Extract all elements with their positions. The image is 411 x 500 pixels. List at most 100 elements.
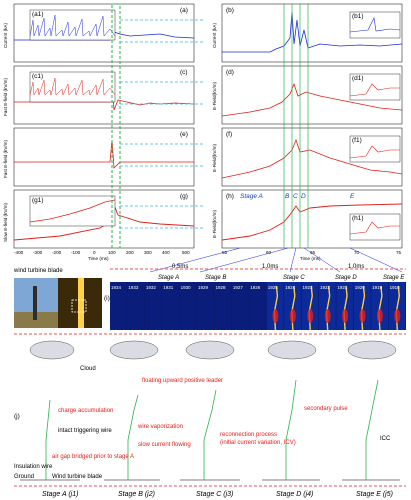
label-d1: (d1): [352, 75, 364, 82]
floating-leader: floating upward positive leader: [142, 378, 223, 384]
frame-number: 1918: [390, 285, 401, 290]
panel-h: (h1) (h) E-Field(kV/m): [212, 189, 403, 249]
label-i: (i): [104, 295, 110, 302]
reconnection-sub: (initial current variation, ICV): [220, 440, 296, 446]
label-j: (j): [14, 413, 20, 420]
photo-field: [14, 278, 102, 328]
frame-1932: [144, 282, 162, 330]
channel-core: [272, 309, 279, 323]
frame-number: 1932: [146, 285, 157, 290]
wire-vaporization: wire vaporization: [137, 424, 183, 430]
reconnection: reconnection process: [220, 432, 277, 438]
bottom-stage-labels: Stage A (j1) Stage B (j2) Stage C (j3) S…: [42, 491, 393, 498]
xtick-l4: 0: [93, 250, 96, 255]
frame-1926: [249, 282, 267, 330]
bottom-stage-b: Stage B (j2): [118, 491, 155, 498]
frame-1933: [127, 282, 145, 330]
xtick-l8: 400: [162, 250, 170, 255]
right-xaxis: 55 60 65 70 75 Time (ms): [222, 250, 402, 261]
label-f1: (f1): [352, 137, 362, 144]
label-a: (a): [180, 7, 188, 14]
clouds: Cloud: [29, 340, 397, 372]
photo-stage-e: Stage E: [383, 275, 405, 281]
ylabel-a: Current (kA): [3, 23, 8, 48]
frame-1928: [214, 282, 232, 330]
bottom-stage-e: Stage E (j5): [356, 491, 393, 498]
frame-1927: [231, 282, 249, 330]
xtick-r4: 75: [396, 250, 402, 255]
label-b1: (b1): [352, 13, 364, 20]
frame-number: 1933: [128, 285, 139, 290]
stage-c-top: C: [293, 193, 298, 200]
xlabel-left: Time (ms): [88, 256, 109, 261]
photo-stage-a: Stage A: [158, 275, 179, 281]
ylabel-c: Fast E-field (kV/m): [3, 77, 8, 116]
frame-1934: [110, 282, 127, 330]
label-g1: (g1): [32, 197, 44, 204]
frame-number: 1929: [198, 285, 209, 290]
frame-1931: [162, 282, 180, 330]
stage-bands: [283, 4, 309, 248]
photo-stage-d: Stage D: [335, 275, 357, 281]
slow-current: slow current flowing: [138, 442, 191, 448]
channel-core: [359, 309, 366, 323]
connector-lines: [149, 247, 403, 273]
xtick-l5: 100: [108, 250, 116, 255]
channel-core: [342, 309, 349, 323]
bottom-stage-c: Stage C (j3): [196, 491, 233, 498]
stage-b-top: B: [285, 193, 290, 200]
panel-d: (d1) (d) E-Field(kV/m): [212, 65, 403, 125]
label-h1: (h1): [352, 215, 364, 222]
cloud-label: Cloud: [80, 366, 96, 372]
ylabel-b: Current (kA): [212, 23, 217, 48]
secondary-pulse: secondary pulse: [304, 406, 348, 412]
panel-b: (b1) (b) Current (kA): [212, 3, 403, 63]
panel-f: (f1) (f) E-Field(kV/m): [212, 127, 403, 187]
interval-05: 0.5ms: [172, 264, 188, 270]
frame-1929: [197, 282, 214, 330]
selection-window: [111, 3, 121, 249]
panel-c: (c1) (c) Fast E-field (kV/m): [3, 65, 195, 125]
wind-blade-label: Wind turbine blade: [52, 474, 103, 480]
panel-a: (a1) (a) Current (kA): [3, 3, 195, 63]
frame-number: 1922: [320, 285, 331, 290]
channel-core: [307, 309, 314, 323]
xtick-l9: 500: [182, 250, 190, 255]
intact-wire: intact triggering wire: [58, 428, 112, 434]
label-c: (c): [180, 69, 188, 76]
label-h: (h): [226, 193, 234, 200]
xtick-l6: 200: [126, 250, 134, 255]
zoom-arrows: [120, 19, 205, 229]
frame-number: 1920: [355, 285, 366, 290]
charge-accumulation: charge accumulation: [58, 408, 113, 414]
label-e: (e): [180, 131, 188, 138]
stage-e-top: E: [350, 193, 355, 200]
photo-stage-c: Stage C: [283, 275, 305, 281]
xtick-r3: 70: [354, 250, 360, 255]
frame-number: 1921: [337, 285, 348, 290]
left-xaxis: -400 -300 -200 -100 0 100 200 300 400 50…: [14, 250, 190, 261]
xtick-l3: -100: [71, 250, 81, 255]
ylabel-e: Fast E-field (kV/m): [3, 139, 8, 178]
frame-number: 1927: [233, 285, 244, 290]
interval-10a: 1.0ms: [262, 264, 278, 270]
ylabel-g: Slow E-field (kV/m): [3, 202, 8, 242]
photo-stage-b: Stage B: [205, 275, 226, 281]
xtick-l1: -300: [33, 250, 43, 255]
ylabel-d: E-Field(kV/m): [212, 81, 217, 110]
blade-label: wind turbine blade: [13, 268, 63, 274]
icc-label: ICC: [380, 436, 391, 442]
frame-number: 1930: [181, 285, 192, 290]
frame-number: 1924: [285, 285, 296, 290]
frame-number: 1931: [163, 285, 174, 290]
label-a1: (a1): [32, 11, 44, 18]
xtick-l0: -400: [14, 250, 24, 255]
stage-a-top: Stage A: [240, 193, 263, 200]
ylabel-f: E-Field(kV/m): [212, 143, 217, 172]
xlabel-right: Time (ms): [300, 256, 321, 261]
label-f: (f): [226, 131, 232, 138]
frame-number: 1928: [215, 285, 226, 290]
interval-10b: 1.0ms: [348, 264, 364, 270]
bottom-stage-a: Stage A (j1): [42, 491, 78, 498]
stage-d-top: D: [301, 193, 306, 200]
